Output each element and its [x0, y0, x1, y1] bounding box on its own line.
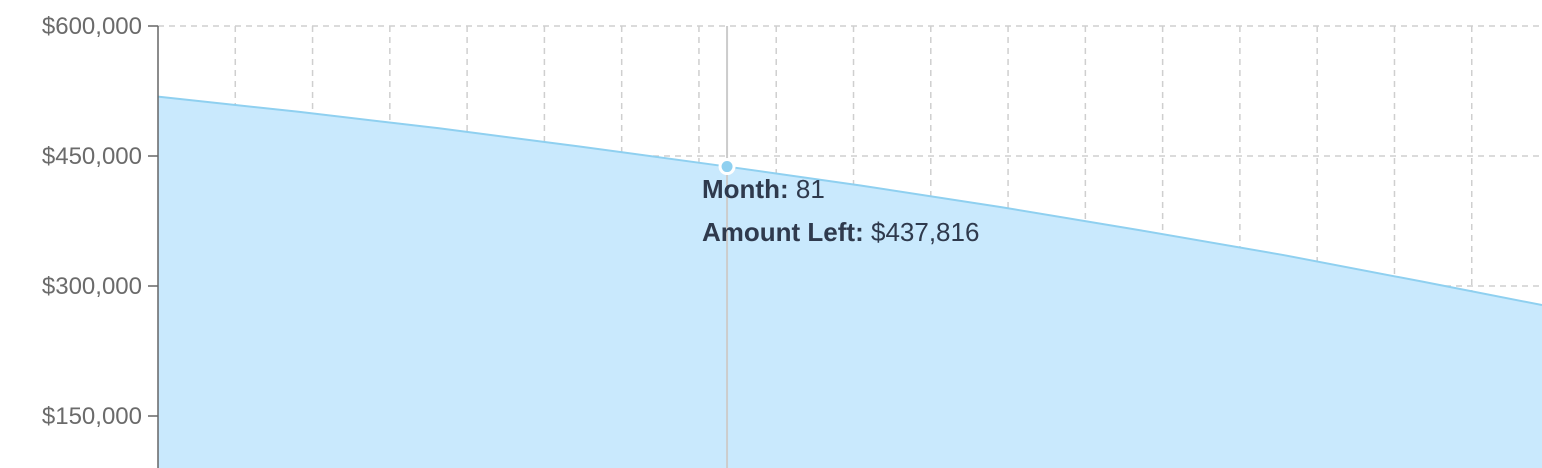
area-series[interactable] — [157, 95, 1542, 468]
y-tick-label: $150,000 — [42, 403, 142, 430]
tooltip-month-label: Month: — [702, 174, 789, 204]
area-line[interactable] — [157, 95, 1542, 307]
tooltip-amount-row: Amount Left: $437,816 — [702, 211, 979, 254]
y-axis: $600,000 $450,000 $300,000 $150,000 — [42, 13, 159, 468]
tooltip-month-value: 81 — [795, 174, 825, 204]
tooltip-amount-value: $437,816 — [870, 217, 980, 247]
area-fill[interactable] — [158, 96, 1542, 468]
active-point[interactable] — [718, 158, 736, 176]
hover-cursor — [718, 26, 736, 468]
y-tick-label: $300,000 — [42, 273, 142, 300]
y-tick-label: $600,000 — [42, 13, 142, 40]
y-tick-label: $450,000 — [42, 143, 142, 170]
tooltip: Month: 81 Amount Left: $437,816 — [702, 168, 979, 254]
tooltip-amount-label: Amount Left: — [702, 217, 864, 247]
tooltip-month-row: Month: 81 — [702, 168, 979, 211]
